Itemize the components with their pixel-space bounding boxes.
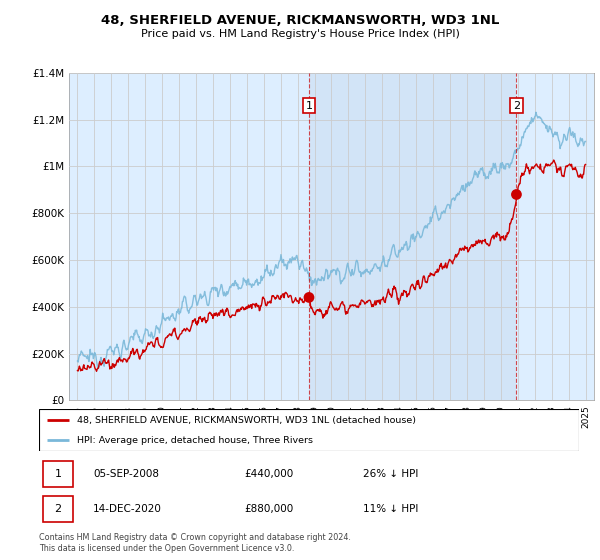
Text: 2: 2: [55, 504, 61, 514]
Bar: [43, 496, 73, 522]
Point: [512, 190, 521, 199]
Text: HPI: Average price, detached house, Three Rivers: HPI: Average price, detached house, Thre…: [77, 436, 313, 445]
Bar: [43, 461, 73, 487]
Text: 1: 1: [55, 469, 61, 479]
Point: [304, 293, 314, 302]
Text: £440,000: £440,000: [244, 469, 293, 479]
Text: 11% ↓ HPI: 11% ↓ HPI: [363, 504, 418, 514]
Text: 14-DEC-2020: 14-DEC-2020: [93, 504, 162, 514]
Text: Contains HM Land Registry data © Crown copyright and database right 2024.
This d: Contains HM Land Registry data © Crown c…: [39, 533, 351, 553]
Text: 48, SHERFIELD AVENUE, RICKMANSWORTH, WD3 1NL: 48, SHERFIELD AVENUE, RICKMANSWORTH, WD3…: [101, 14, 499, 27]
Text: 2: 2: [513, 101, 520, 110]
Text: 1: 1: [305, 101, 313, 110]
Bar: [309, 73, 517, 400]
Text: £880,000: £880,000: [244, 504, 293, 514]
Text: Price paid vs. HM Land Registry's House Price Index (HPI): Price paid vs. HM Land Registry's House …: [140, 29, 460, 39]
Text: 48, SHERFIELD AVENUE, RICKMANSWORTH, WD3 1NL (detached house): 48, SHERFIELD AVENUE, RICKMANSWORTH, WD3…: [77, 416, 416, 424]
Text: 05-SEP-2008: 05-SEP-2008: [93, 469, 159, 479]
Text: 26% ↓ HPI: 26% ↓ HPI: [363, 469, 418, 479]
